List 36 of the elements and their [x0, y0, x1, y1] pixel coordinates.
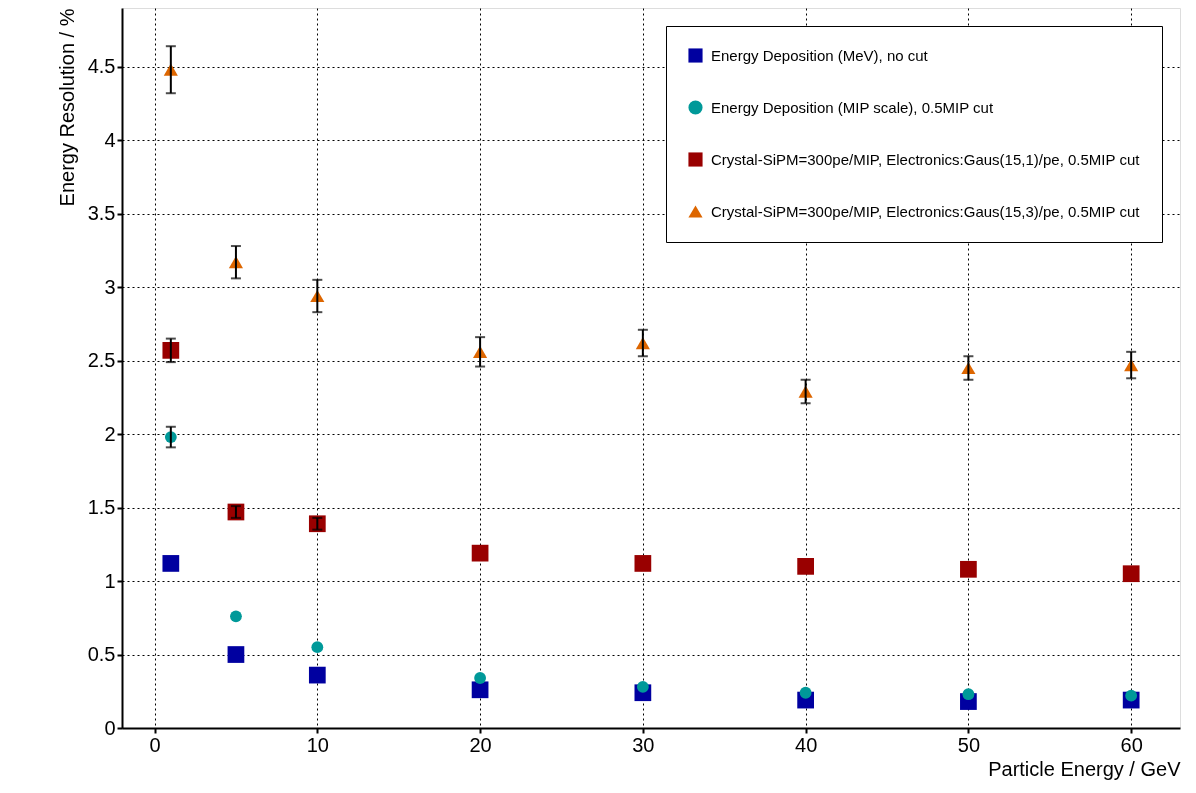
point	[962, 688, 975, 701]
y-axis-title: Energy Resolution / %	[55, 8, 78, 207]
point	[311, 641, 324, 654]
point	[308, 666, 326, 684]
y-tick-label: 0.5	[87, 643, 116, 666]
y-tick-label: 3	[104, 275, 116, 298]
x-tick-label: 10	[306, 733, 329, 756]
x-tick-label: 50	[957, 733, 981, 756]
point	[1122, 565, 1140, 583]
point	[230, 610, 242, 623]
legend-label: Energy Deposition (MIP scale), 0.5MIP cut	[711, 98, 994, 116]
y-tick-label: 4	[104, 128, 116, 151]
legend-label: Energy Deposition (MeV), no cut	[711, 46, 929, 64]
y-tick-label: 3.5	[87, 202, 116, 225]
point	[471, 544, 489, 562]
x-tick-label: 40	[795, 733, 818, 756]
y-tick-label: 2	[104, 422, 116, 445]
y-tick-label: 1.5	[87, 496, 116, 519]
x-tick-label: 60	[1120, 733, 1143, 756]
y-tick-label: 0	[104, 716, 116, 739]
point	[960, 560, 977, 578]
x-tick-label: 20	[469, 733, 492, 756]
x-tick-label: 30	[632, 733, 655, 756]
y-tick-label: 1	[104, 569, 116, 592]
point	[474, 672, 487, 684]
point	[227, 646, 245, 663]
legend-label: Crystal-SiPM=300pe/MIP, Electronics:Gaus(15,1)/pe, 0.5MIP cut	[711, 150, 1141, 168]
legend-label: Crystal-SiPM=300pe/MIP, Electronics:Gaus(15,3)/pe, 0.5MIP cut	[711, 202, 1141, 220]
point	[162, 555, 180, 572]
y-tick-label: 2.5	[87, 349, 116, 372]
x-tick-label: 0	[149, 733, 161, 756]
point	[799, 686, 812, 699]
point	[634, 555, 652, 572]
y-tick-label: 4.5	[87, 55, 116, 78]
x-axis-title: Particle Energy / GeV	[988, 757, 1182, 780]
point	[797, 558, 814, 575]
